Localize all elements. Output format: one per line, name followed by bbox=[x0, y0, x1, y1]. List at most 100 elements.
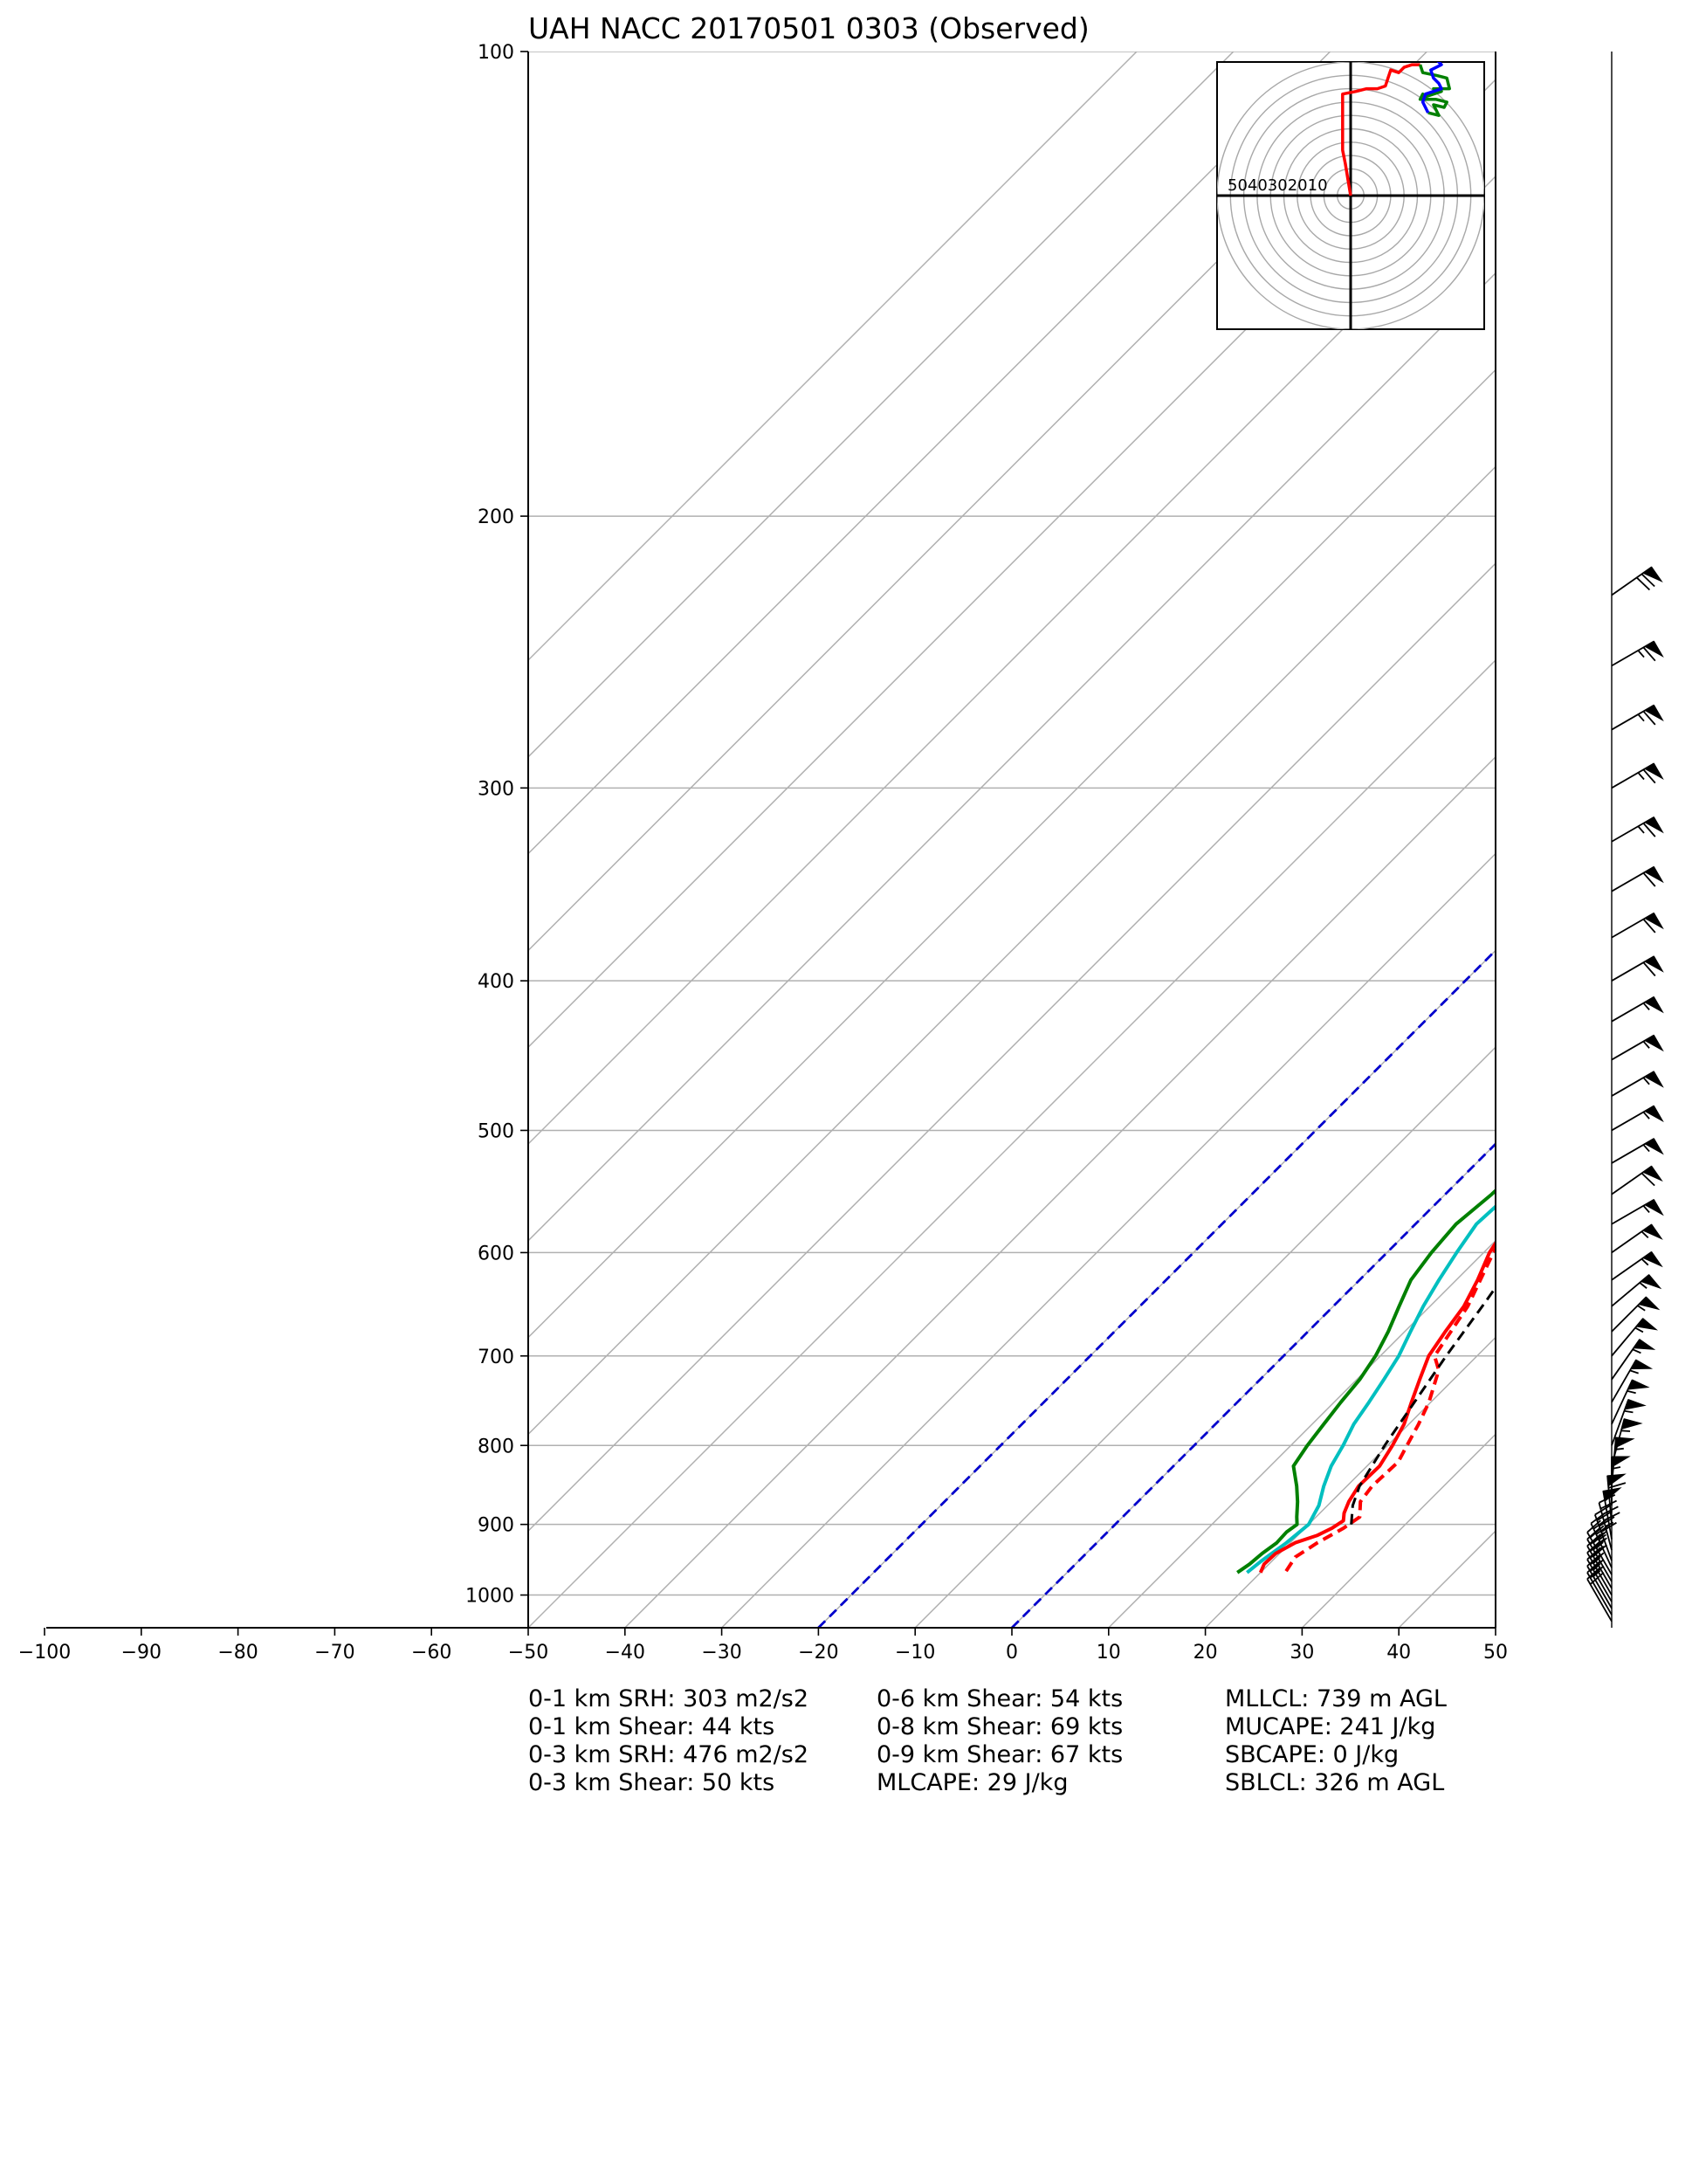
wind-barb-staff bbox=[1586, 1559, 1613, 1602]
isotherm-grid-line bbox=[1011, 1142, 1496, 1628]
isotherm-grid-line bbox=[914, 1046, 1496, 1628]
wind-barb-half-feather bbox=[1642, 1077, 1650, 1085]
dewpoint-profile-line bbox=[1236, 1188, 1496, 1574]
wind-barb-half-feather bbox=[1642, 1111, 1650, 1120]
wind-barb-flag bbox=[1644, 912, 1664, 930]
param-sblcl: SBLCL: 326 m AGL bbox=[1225, 1769, 1445, 1796]
wind-barb-half-feather bbox=[1637, 713, 1645, 722]
param-mlcape: MLCAPE: 29 J/kg bbox=[877, 1769, 1069, 1796]
temperature-tick-label: −10 bbox=[895, 1642, 935, 1664]
wind-barb-half-feather bbox=[1634, 1326, 1644, 1333]
param-shear-0-1km: 0-1 km Shear: 44 kts bbox=[528, 1713, 775, 1740]
wind-barb bbox=[1611, 1379, 1650, 1425]
wind-barb bbox=[1611, 1318, 1659, 1357]
wind-barb-flag bbox=[1614, 1436, 1635, 1449]
wind-barb-feather bbox=[1586, 1560, 1601, 1574]
temperature-tick-label: −50 bbox=[508, 1642, 548, 1664]
wind-barb-feather bbox=[1594, 1505, 1611, 1516]
wind-barb-feather bbox=[1589, 1545, 1605, 1559]
wind-barb-feather bbox=[1589, 1552, 1605, 1566]
wind-barb-flag bbox=[1635, 1318, 1659, 1331]
wind-barb-flag bbox=[1627, 1379, 1650, 1390]
wind-barb bbox=[1611, 1198, 1664, 1225]
wind-barb-feather bbox=[1642, 768, 1656, 784]
wind-barb bbox=[1586, 1554, 1613, 1609]
chart-title: UAH NACC 20170501 0303 (Observed) bbox=[528, 11, 1090, 45]
wind-barb-feather bbox=[1586, 1567, 1601, 1580]
wind-barb-half-feather bbox=[1611, 1466, 1621, 1470]
wind-barb bbox=[1611, 704, 1664, 731]
param-shear-0-3km: 0-3 km Shear: 50 kts bbox=[528, 1769, 775, 1796]
wind-barb-half-feather bbox=[1637, 650, 1645, 658]
parameters-column-1: 0-1 km SRH: 303 m2/s2 0-1 km Shear: 44 k… bbox=[528, 1685, 877, 1797]
wind-barb-half-feather bbox=[1637, 1305, 1646, 1312]
isotherm-grid-line bbox=[528, 562, 1496, 1533]
pressure-tick-label: 900 bbox=[478, 1515, 514, 1537]
param-mllcl: MLLCL: 739 m AGL bbox=[1225, 1685, 1447, 1712]
wind-barb-flag bbox=[1633, 1339, 1656, 1350]
wind-barb bbox=[1611, 1274, 1662, 1307]
wind-barb-flag bbox=[1611, 1456, 1631, 1468]
wind-barb bbox=[1611, 1398, 1647, 1446]
isotherm-grid-line bbox=[528, 369, 1496, 1339]
wind-barb-flag bbox=[1644, 1199, 1664, 1216]
sounding-parameters: 0-1 km SRH: 303 m2/s2 0-1 km Shear: 44 k… bbox=[528, 1685, 1489, 1808]
wind-barb bbox=[1611, 865, 1664, 892]
pressure-tick-label: 300 bbox=[478, 778, 514, 800]
temperature-tick-label: −30 bbox=[701, 1642, 741, 1664]
wind-barb bbox=[1611, 1339, 1656, 1381]
wind-barb-half-feather bbox=[1637, 825, 1645, 834]
wind-barb-feather bbox=[1599, 1516, 1615, 1527]
wind-barb-feather bbox=[1586, 1526, 1601, 1540]
wind-barb bbox=[1611, 1250, 1663, 1281]
wind-barb bbox=[1611, 1138, 1664, 1164]
wind-barb-half-feather bbox=[1637, 772, 1645, 781]
wind-barb-feather bbox=[1589, 1559, 1605, 1572]
wind-barb-half-feather bbox=[1642, 1040, 1650, 1049]
wind-barb-feather bbox=[1586, 1547, 1601, 1560]
wind-barb-feather bbox=[1589, 1539, 1605, 1553]
pressure-tick-label: 600 bbox=[478, 1243, 514, 1264]
param-srh-0-3km: 0-3 km SRH: 476 m2/s2 bbox=[528, 1741, 809, 1768]
wind-barb-flag bbox=[1642, 1250, 1663, 1268]
wind-barb-flag bbox=[1642, 1165, 1663, 1182]
param-srh-0-1km: 0-1 km SRH: 303 m2/s2 bbox=[528, 1685, 809, 1712]
isotherm-grid-line bbox=[624, 755, 1496, 1628]
wind-barb-half-feather bbox=[1641, 1230, 1649, 1239]
wind-barb-feather bbox=[1586, 1519, 1601, 1533]
wind-barb-feather bbox=[1599, 1494, 1616, 1504]
pressure-tick-label: 500 bbox=[478, 1120, 514, 1142]
wind-barb-half-feather bbox=[1592, 1569, 1601, 1578]
pressure-tick-label: 1000 bbox=[465, 1586, 514, 1608]
temperature-tick-label: −20 bbox=[798, 1642, 838, 1664]
wind-barb-half-feather bbox=[1598, 1533, 1606, 1541]
wind-barb-half-feather bbox=[1642, 1205, 1650, 1214]
param-shear-0-8km: 0-8 km Shear: 69 kts bbox=[877, 1713, 1124, 1740]
wind-barb bbox=[1611, 640, 1664, 667]
wind-barb-feather bbox=[1589, 1565, 1605, 1579]
wind-barb bbox=[1611, 1071, 1664, 1097]
wetbulb-profile-line bbox=[1246, 1204, 1496, 1574]
wind-barb-feather bbox=[1592, 1517, 1609, 1530]
wind-barb-staff bbox=[1586, 1572, 1613, 1616]
wind-barb-flag bbox=[1624, 1398, 1647, 1410]
temperature-tick-label: −100 bbox=[18, 1642, 71, 1664]
wind-barb bbox=[1611, 566, 1663, 596]
isotherm-grid-line bbox=[528, 52, 1138, 662]
parameters-column-3: MLLCL: 739 m AGL MUCAPE: 241 J/kg SBCAPE… bbox=[1225, 1685, 1574, 1797]
isotherm-grid-line bbox=[817, 949, 1496, 1628]
wind-barb-half-feather bbox=[1629, 1369, 1639, 1374]
wind-barb-feather bbox=[1641, 1172, 1655, 1187]
isotherm-grid-line bbox=[528, 52, 1427, 952]
profiles bbox=[817, 948, 1496, 1628]
wind-barb-feather bbox=[1589, 1532, 1605, 1546]
wind-barb-flag bbox=[1620, 1418, 1643, 1430]
param-shear-0-6km: 0-6 km Shear: 54 kts bbox=[877, 1685, 1124, 1712]
wind-barb bbox=[1586, 1519, 1613, 1575]
wind-barb-feather bbox=[1599, 1499, 1617, 1510]
pressure-tick-label: 700 bbox=[478, 1347, 514, 1368]
wind-barb-staff bbox=[1586, 1539, 1613, 1582]
wind-barb bbox=[1611, 1105, 1664, 1132]
wind-barb-feather bbox=[1642, 872, 1656, 887]
temperature-tick-label: 0 bbox=[1006, 1642, 1018, 1664]
